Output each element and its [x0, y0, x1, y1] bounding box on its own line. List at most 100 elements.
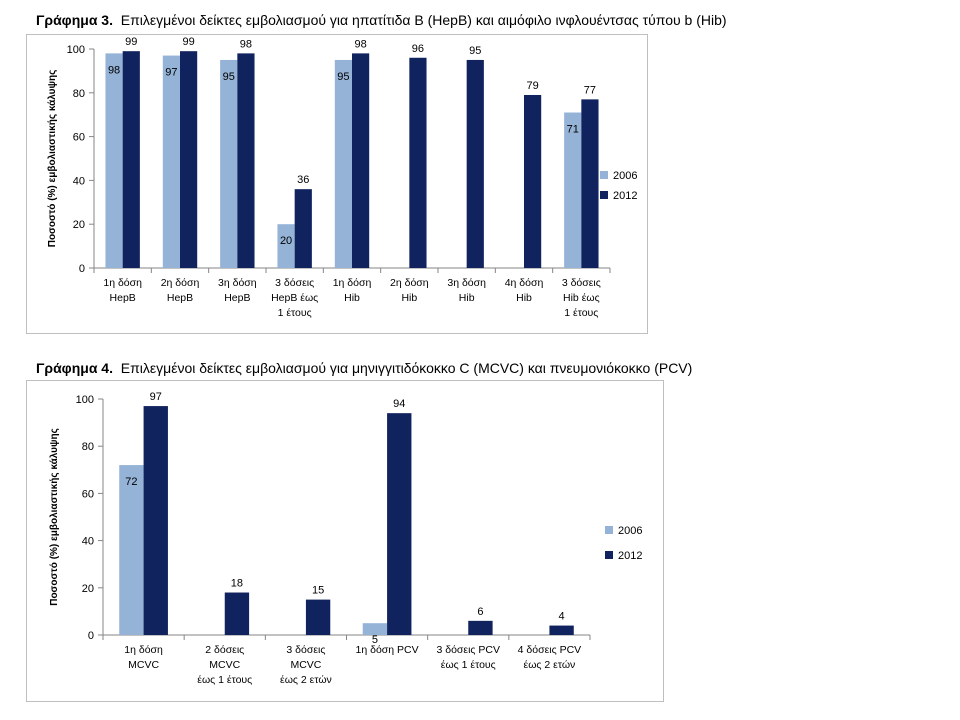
x-tick-label-line: 2η δόση	[161, 277, 200, 289]
data-label-2006: 5	[372, 634, 378, 646]
data-label-2006: 20	[280, 235, 292, 247]
bar-2012	[122, 51, 140, 268]
x-tick-label-line: 4η δόση	[505, 277, 544, 289]
y-tick-label: 60	[82, 488, 94, 500]
y-axis-label: Ποσοστό (%) εμβολιαστικής κάλυψης	[49, 428, 60, 606]
legend-swatch-2006	[605, 526, 613, 534]
chart-frame-4: 0 20 40 60 80 100 Ποσοστό (%) εμβολιαστικής κά…	[26, 380, 664, 702]
x-tick-label-line: 2 δόσεις	[205, 644, 244, 656]
data-label-2012: 99	[182, 36, 194, 48]
data-label-2006: 72	[125, 476, 137, 488]
y-tick-label: 100	[76, 394, 94, 406]
x-tick-label: 1η δόση HepB	[103, 277, 142, 304]
x-tick-label-line: 4 δόσεις PCV	[518, 644, 582, 656]
bar-2012	[305, 599, 331, 635]
bar-2006	[362, 623, 388, 635]
data-label-2012: 95	[469, 45, 481, 57]
y-tick-label: 40	[73, 175, 85, 187]
data-label-2012: 98	[354, 38, 366, 50]
x-tick-label-line: έως 1 έτους	[197, 674, 252, 686]
x-tick-label-line: 1η δόση	[124, 644, 163, 656]
x-tick-label-line: 3η δόση	[447, 277, 486, 289]
x-tick-label-line: MCVC	[290, 659, 321, 671]
bar-2006	[162, 55, 180, 268]
x-tick-label: 2η δόση Hib	[390, 277, 429, 304]
x-tick-label-line: HepB έως	[271, 292, 318, 304]
figure-4-caption-text: Επιλεγμένοι δείκτες εμβολιασμού για μηνι…	[120, 360, 693, 376]
bar-2006	[105, 53, 123, 268]
data-label-2012: 6	[477, 606, 483, 618]
x-tick-label-line: 1 έτους	[278, 307, 312, 319]
x-tick-label-line: Hib	[401, 292, 417, 304]
x-tick-label-line: MCVC	[128, 659, 159, 671]
x-tick-label: 1η δόση Hib	[333, 277, 372, 304]
bar-2006	[119, 465, 144, 635]
legend-label-2006: 2006	[618, 525, 642, 537]
bar-2012	[549, 625, 574, 635]
x-tick-label: 2 δόσεις MCVC έως 1 έτους	[197, 644, 252, 686]
data-label-2012: 77	[584, 84, 596, 96]
y-tick-label: 80	[82, 441, 94, 453]
bar-2012	[180, 51, 198, 268]
y-tick-label: 100	[67, 44, 85, 56]
bar-2012	[468, 620, 493, 635]
bar-2006	[334, 59, 352, 269]
chart-3-svg: 0 20 40 60 80 100 Ποσοστό (%) εμβολιαστικής κά…	[47, 36, 637, 319]
legend-label-2012: 2012	[618, 550, 642, 562]
x-tick-label: 1η δόση MCVC	[124, 644, 163, 671]
bar-2012	[409, 57, 427, 268]
data-label-2012: 97	[150, 391, 162, 403]
bar-2006	[277, 224, 295, 268]
bar-2012	[387, 413, 412, 635]
data-label-2006: 95	[337, 71, 349, 83]
x-tick-label-line: Hib έως	[563, 292, 600, 304]
x-tick-label-line: 3 δόσεις	[562, 277, 601, 289]
data-label-2012: 79	[526, 80, 538, 92]
data-label-2006: 97	[165, 67, 177, 79]
data-label-2012: 94	[393, 398, 405, 410]
x-tick-label-line: έως 1 έτους	[441, 659, 496, 671]
bar-2012	[143, 406, 168, 635]
x-tick-label-line: Hib	[344, 292, 360, 304]
x-tick-label-line: 3 δόσεις	[286, 644, 325, 656]
x-tick-label-line: HepB	[167, 292, 193, 304]
x-tick-label: 3 δόσεις MCVC έως 2 ετών	[280, 644, 332, 686]
x-tick-label-line: 2η δόση	[390, 277, 429, 289]
x-tick-label-line: έως 2 ετών	[524, 659, 576, 671]
y-axis-label: Ποσοστό (%) εμβολιαστικής κάλυψης	[47, 70, 58, 248]
figure-3-caption: Γράφημα 3. Επιλεγμένοι δείκτες εμβολιασμ…	[36, 12, 727, 28]
data-label-2012: 96	[412, 43, 424, 55]
bar-2012	[294, 189, 312, 268]
x-tick-label-line: 1η δόση PCV	[356, 644, 419, 656]
data-label-2012: 4	[559, 611, 565, 623]
data-label-2012: 18	[231, 578, 243, 590]
legend-label-2006: 2006	[613, 170, 637, 182]
y-tick-label: 0	[79, 263, 85, 275]
data-label-2012: 99	[125, 36, 137, 48]
figure-3-label: Γράφημα 3.	[36, 12, 113, 28]
y-tick-label: 60	[73, 132, 85, 144]
x-tick-label: 3η δόση Hib	[447, 277, 486, 304]
x-tick-label-line: 1 έτους	[564, 307, 598, 319]
data-label-2006: 95	[223, 71, 235, 83]
figure-4-label: Γράφημα 4.	[36, 360, 113, 376]
bar-2012	[581, 99, 599, 269]
x-tick-label: 3 δόσεις PCV έως 1 έτους	[436, 644, 500, 671]
data-label-2006: 71	[567, 124, 579, 136]
legend-swatch-2006	[600, 171, 608, 179]
y-tick-label: 0	[88, 630, 94, 642]
bar-2012	[352, 53, 370, 268]
data-label-2006: 98	[108, 64, 120, 76]
data-label-2012: 36	[297, 174, 309, 186]
x-tick-label: 3 δόσεις Hib έως 1 έτους	[562, 277, 601, 319]
x-tick-label-line: MCVC	[209, 659, 240, 671]
x-tick-label: 4 δόσεις PCV έως 2 ετών	[518, 644, 582, 671]
legend-swatch-2012	[600, 191, 608, 199]
x-tick-label-line: HepB	[224, 292, 250, 304]
bar-2012	[224, 592, 250, 635]
x-tick-label-line: 3η δόση	[218, 277, 257, 289]
x-tick-label-line: έως 2 ετών	[280, 674, 332, 686]
x-tick-label: 4η δόση Hib	[505, 277, 544, 304]
chart-frame-3: 0 20 40 60 80 100 Ποσοστό (%) εμβολιαστικής κά…	[26, 34, 648, 334]
bar-2006	[220, 59, 238, 269]
